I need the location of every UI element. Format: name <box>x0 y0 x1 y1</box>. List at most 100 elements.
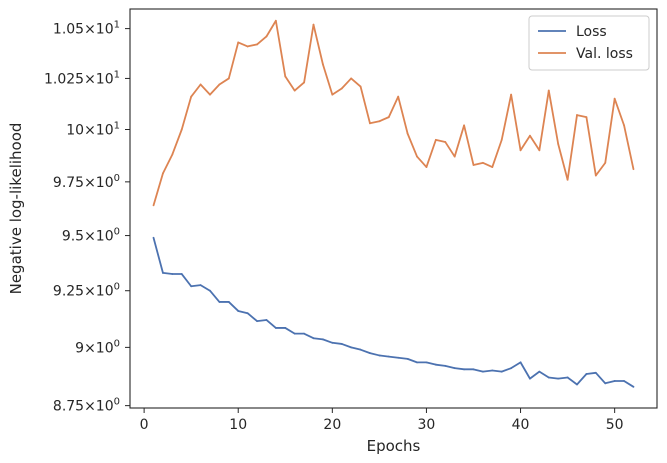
y-tick-mantissa: 9.75 <box>53 175 84 191</box>
series-0-segment <box>152 236 164 274</box>
series-0-segment <box>378 354 390 358</box>
series-1-segment <box>293 81 305 92</box>
x-axis-title: Epochs <box>367 437 421 455</box>
legend-label: Val. loss <box>576 46 633 62</box>
legend-box <box>528 15 650 71</box>
x-tick-label: 10 <box>229 417 247 433</box>
plot-lines <box>152 19 635 388</box>
legend: Loss Val. loss <box>528 15 650 71</box>
series-1-segment <box>171 128 183 156</box>
y-tick-exponent: 0 <box>114 227 120 238</box>
series-1-segment <box>180 95 193 131</box>
series-0-segment <box>482 369 494 373</box>
series-1-segment <box>237 41 249 48</box>
y-tick-exponent: 0 <box>114 397 120 408</box>
series-0-segment <box>180 273 193 288</box>
series-0-segment <box>190 284 202 288</box>
series-1-segment <box>284 75 296 92</box>
series-0-segment <box>425 361 437 366</box>
series-1-segment <box>482 161 494 168</box>
series-1-segment <box>547 89 560 145</box>
series-0-segment <box>529 370 541 380</box>
series-1-segment <box>274 19 287 78</box>
series-0-segment <box>256 319 268 323</box>
series-0-segment <box>576 373 588 386</box>
series-1-segment <box>322 63 334 96</box>
series-1-segment <box>444 141 456 158</box>
series-1-segment <box>312 23 324 66</box>
y-tick-exponent: 0 <box>114 282 120 293</box>
series-0-segment <box>538 370 550 379</box>
series-0-segment <box>284 327 296 335</box>
series-1-segment <box>623 124 635 171</box>
series-0-segment <box>350 346 362 351</box>
plot-frame <box>129 8 658 409</box>
y-tick-label: 9.25×100 <box>53 282 120 300</box>
y-tick-base: ×10 <box>84 399 114 415</box>
series-0-segment <box>491 369 503 373</box>
y-tick-base: ×10 <box>84 175 114 191</box>
series-1-segment <box>397 95 409 135</box>
y-tick-exponent: 1 <box>114 69 120 80</box>
series-0-segment <box>594 371 607 385</box>
series-0-segment <box>369 352 381 357</box>
series-1-segment <box>303 23 315 84</box>
x-tick-label: 20 <box>323 417 341 433</box>
series-1-segment <box>557 143 569 181</box>
series-1-segment <box>594 161 607 177</box>
x-axis: 0 10 20 30 40 50 <box>140 408 624 433</box>
y-tick-mantissa: 8.75 <box>53 399 84 415</box>
y-tick-exponent: 0 <box>114 338 120 349</box>
series-0-segment <box>585 371 597 375</box>
series-0-segment <box>623 380 635 388</box>
y-tick-base: ×10 <box>84 122 114 138</box>
series-1-segment <box>463 124 475 166</box>
series-0-segment <box>397 356 409 360</box>
legend-label: Loss <box>576 24 607 40</box>
x-tick-label: 50 <box>606 417 624 433</box>
series-1-segment <box>227 41 240 80</box>
series-0-segment <box>162 272 174 275</box>
series-0-segment <box>303 332 315 340</box>
y-tick-mantissa: 9.5 <box>62 229 84 245</box>
series-1-segment <box>152 172 164 207</box>
series-1-segment <box>359 85 371 125</box>
series-1-segment <box>209 83 221 96</box>
series-1-segment <box>500 93 513 141</box>
series-1-segment <box>613 97 625 127</box>
y-tick-base: ×10 <box>84 71 114 87</box>
series-1-segment <box>218 77 230 86</box>
series-0-segment <box>246 312 258 323</box>
series-0-segment <box>557 376 569 380</box>
series-1-segment <box>472 161 484 166</box>
y-tick-mantissa: 1.025 <box>44 71 84 87</box>
y-tick-exponent: 0 <box>114 173 120 184</box>
series-0-segment <box>444 364 456 370</box>
series-1-segment <box>576 114 588 119</box>
series-0-segment <box>387 355 400 359</box>
series-1-segment <box>256 35 268 46</box>
y-axis-title: Negative log-likelihood <box>7 123 25 295</box>
series-1-segment <box>199 83 211 96</box>
series-0-segment <box>472 368 484 373</box>
x-tick-label: 40 <box>512 417 530 433</box>
series-1-segment <box>434 138 447 143</box>
y-tick-base: ×10 <box>84 22 114 38</box>
y-axis: 8.75×1009×1009.25×1009.5×1009.75×10010×1… <box>44 20 130 415</box>
series-0 <box>152 236 635 388</box>
y-tick-exponent: 1 <box>114 20 120 31</box>
series-0-segment <box>547 376 560 380</box>
y-tick-mantissa: 10 <box>66 122 84 138</box>
series-1-segment <box>510 93 522 152</box>
series-1-segment <box>425 138 437 168</box>
series-0-segment <box>359 348 371 355</box>
y-tick-label: 1.05×101 <box>53 20 120 38</box>
series-1-segment <box>491 138 503 168</box>
series-1-segment <box>378 116 390 123</box>
y-tick-base: ×10 <box>84 229 114 245</box>
series-0-segment <box>519 361 531 380</box>
series-1-segment <box>350 77 362 88</box>
x-tick-label: 30 <box>418 417 436 433</box>
series-1-segment <box>340 77 353 90</box>
series-1-segment <box>566 114 578 181</box>
